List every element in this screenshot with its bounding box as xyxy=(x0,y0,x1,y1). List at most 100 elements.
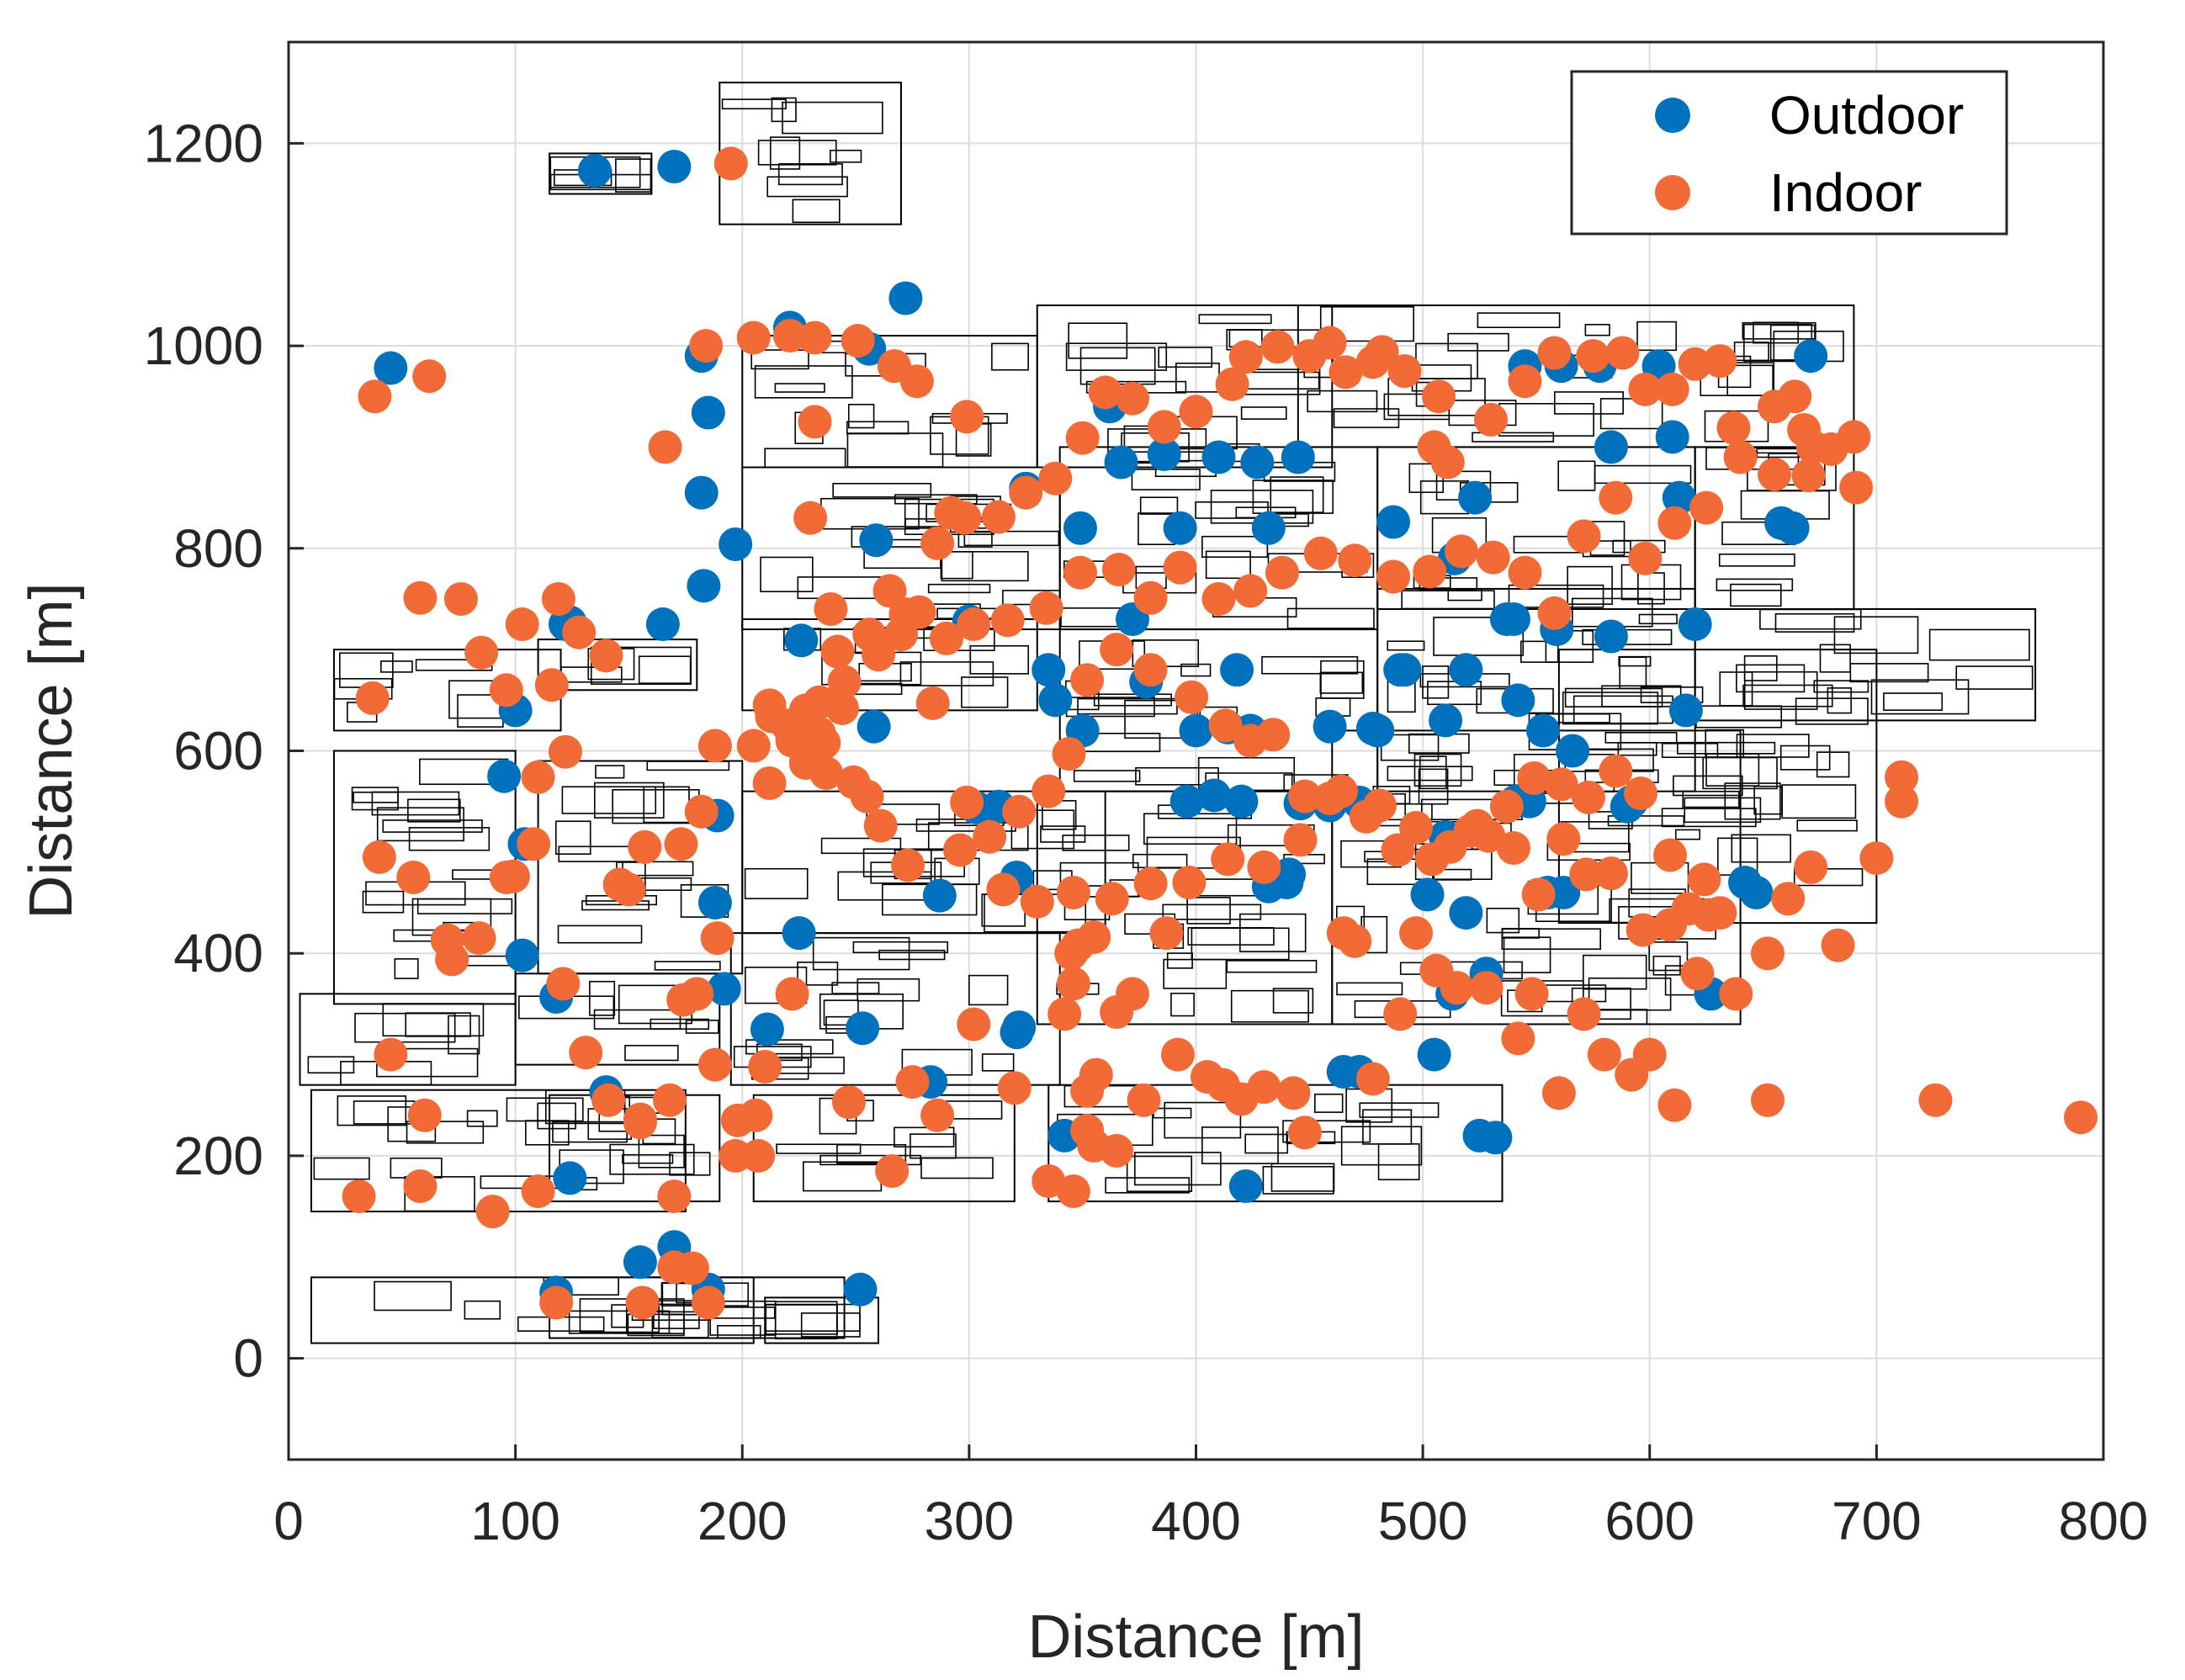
building-outline xyxy=(1131,469,1201,490)
indoor-point xyxy=(1287,779,1322,814)
building-outline xyxy=(1377,1143,1420,1181)
building-outline xyxy=(1186,897,1231,925)
indoor-point xyxy=(1839,470,1874,505)
building-outline xyxy=(1652,955,1681,976)
building-outline xyxy=(408,827,491,851)
building-outline xyxy=(1477,312,1561,329)
building-outline xyxy=(1736,664,1806,693)
building-outline xyxy=(1733,342,1769,362)
building-outline xyxy=(1816,751,1850,778)
building-outline xyxy=(1584,324,1610,337)
building-outline xyxy=(1359,1102,1440,1118)
outdoor-point xyxy=(1376,505,1411,539)
indoor-point xyxy=(986,872,1021,907)
outdoor-point xyxy=(577,153,612,188)
building-outline xyxy=(1619,656,1647,690)
indoor-point xyxy=(809,755,844,790)
building-outline xyxy=(836,1143,907,1164)
indoor-point xyxy=(521,760,555,794)
indoor-point xyxy=(1758,457,1792,491)
indoor-point xyxy=(1256,718,1291,752)
outdoor-point xyxy=(645,607,680,642)
building-outline xyxy=(764,1303,861,1332)
outdoor-point xyxy=(687,569,721,603)
building-outline xyxy=(1153,1107,1192,1119)
indoor-point xyxy=(1541,1076,1576,1110)
indoor-point xyxy=(1599,754,1633,788)
indoor-point xyxy=(1287,1116,1322,1150)
indoor-point xyxy=(623,1102,657,1137)
building-outline xyxy=(1336,982,1403,996)
building-outline xyxy=(1132,853,1188,869)
indoor-point xyxy=(1349,799,1383,834)
indoor-point xyxy=(1625,913,1660,947)
building-outline xyxy=(1380,734,1440,761)
y-tick-label: 200 xyxy=(173,1126,263,1186)
building-outline xyxy=(371,791,460,816)
indoor-point xyxy=(1750,1083,1785,1117)
building-outline xyxy=(337,1095,407,1126)
building-outline xyxy=(554,820,591,855)
outdoor-point xyxy=(1458,480,1493,515)
building-outline xyxy=(1716,578,1794,591)
indoor-point xyxy=(1567,997,1601,1031)
building-block xyxy=(310,1276,755,1344)
indoor-point xyxy=(891,848,925,882)
indoor-point xyxy=(475,1195,510,1229)
indoor-point xyxy=(517,827,551,861)
building-outline xyxy=(506,1097,584,1122)
building-outline xyxy=(774,383,825,393)
legend-label-outdoor: Outdoor xyxy=(1769,85,1964,146)
building-outline xyxy=(1198,314,1272,325)
indoor-point xyxy=(1276,1076,1311,1110)
building-outline xyxy=(579,1298,660,1333)
legend-marker-outdoor xyxy=(1655,98,1690,133)
indoor-point xyxy=(1837,420,1871,454)
indoor-point xyxy=(403,580,438,615)
outdoor-point xyxy=(1147,437,1181,471)
building-outline xyxy=(1588,977,1672,1011)
indoor-point xyxy=(1208,708,1243,743)
building-outline xyxy=(1677,741,1776,755)
indoor-point xyxy=(1061,928,1095,962)
building-outline xyxy=(1166,952,1193,969)
indoor-point xyxy=(1632,1037,1667,1072)
indoor-point xyxy=(1133,580,1168,615)
indoor-point xyxy=(1537,336,1572,370)
building-outline xyxy=(1730,583,1782,607)
y-tick-label: 0 xyxy=(233,1328,263,1389)
building-outline xyxy=(1718,553,1795,567)
indoor-point xyxy=(973,819,1007,854)
building-outline xyxy=(1201,1126,1279,1164)
building-outline xyxy=(1126,1155,1193,1192)
indoor-point xyxy=(374,1037,408,1072)
building-outline xyxy=(1158,347,1213,368)
indoor-point xyxy=(1179,395,1213,429)
indoor-point xyxy=(1303,536,1338,570)
building-outline xyxy=(464,1300,501,1320)
outdoor-point xyxy=(782,916,816,951)
building-outline xyxy=(1333,408,1400,428)
building-outline xyxy=(1433,617,1525,656)
indoor-point xyxy=(1283,823,1318,857)
building-outline xyxy=(374,1280,452,1312)
indoor-point xyxy=(1719,977,1753,1011)
indoor-point xyxy=(1623,776,1657,811)
building-outline xyxy=(744,867,809,899)
building-outline xyxy=(764,448,846,469)
indoor-point xyxy=(1215,367,1249,401)
indoor-point xyxy=(775,723,809,758)
building-outline xyxy=(1447,332,1509,352)
outdoor-point xyxy=(1281,440,1315,474)
indoor-point xyxy=(836,765,871,799)
indoor-point xyxy=(548,734,582,769)
building-outline xyxy=(800,1312,861,1338)
building-outline xyxy=(745,1039,834,1055)
indoor-point xyxy=(489,673,523,708)
building-outline xyxy=(1661,808,1757,828)
building-outline xyxy=(774,1301,838,1340)
indoor-point xyxy=(1469,971,1504,1005)
indoor-point xyxy=(1228,340,1263,374)
building-outline xyxy=(1684,797,1762,824)
building-outline xyxy=(1702,756,1778,790)
